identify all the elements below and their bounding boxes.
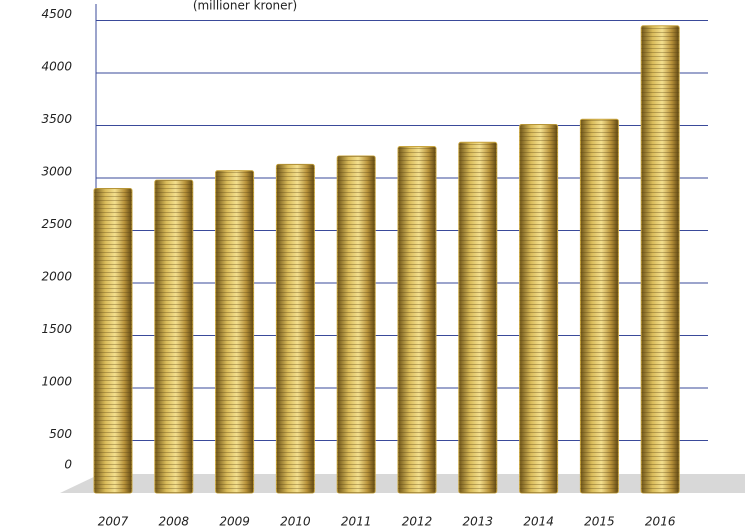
y-tick-label: 0 <box>64 458 72 472</box>
bar <box>336 155 376 494</box>
bar <box>215 170 255 494</box>
bar <box>579 118 619 494</box>
bar <box>458 141 498 494</box>
y-tick-label: 3000 <box>41 165 72 179</box>
y-tick-label: 500 <box>49 427 72 441</box>
x-tick-label: 2012 <box>402 515 433 529</box>
x-tick-label: 2016 <box>645 515 676 529</box>
bar <box>519 123 559 494</box>
x-tick-label: 2007 <box>98 515 129 529</box>
bar <box>640 25 680 494</box>
chart-subtitle: (millioner kroner) <box>193 0 297 13</box>
x-tick-label: 2010 <box>280 515 311 529</box>
x-tick-label: 2014 <box>523 515 554 529</box>
y-tick-label: 4500 <box>41 7 72 21</box>
bar <box>397 146 437 494</box>
bar <box>154 179 194 494</box>
x-tick-label: 2015 <box>584 515 615 529</box>
x-tick-label: 2011 <box>341 515 372 529</box>
y-tick-label: 2500 <box>41 217 72 231</box>
y-tick-label: 2000 <box>41 270 72 284</box>
y-tick-label: 3500 <box>41 112 72 126</box>
bar <box>93 188 133 494</box>
x-tick-label: 2013 <box>463 515 494 529</box>
x-tick-label: 2009 <box>219 515 250 529</box>
y-tick-label: 4000 <box>41 60 72 74</box>
y-tick-label: 1500 <box>41 322 72 336</box>
x-tick-label: 2008 <box>159 515 190 529</box>
bar <box>275 163 315 494</box>
y-tick-label: 1000 <box>41 375 72 389</box>
